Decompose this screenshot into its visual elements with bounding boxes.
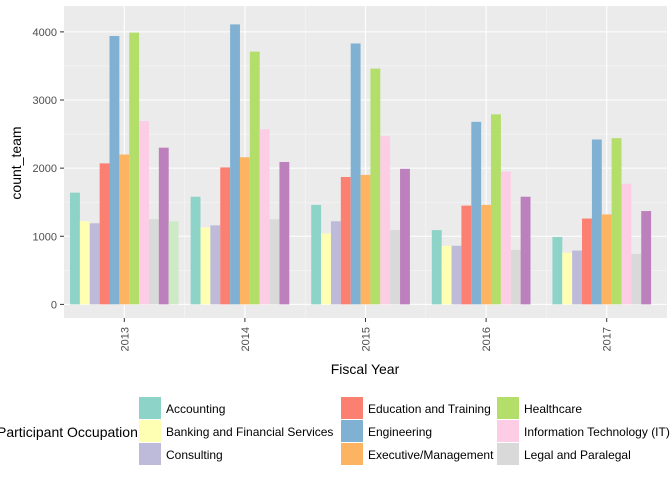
bar	[481, 204, 492, 305]
x-tick-label: 2017	[602, 327, 614, 351]
bar	[119, 154, 130, 305]
bar	[340, 176, 351, 305]
legend-key	[139, 420, 161, 442]
legend-key	[341, 443, 363, 465]
legend-label: Healthcare	[524, 402, 582, 416]
legend-key	[497, 443, 519, 465]
legend-key	[497, 397, 519, 419]
bar	[99, 163, 110, 305]
bar	[190, 196, 201, 305]
bar	[279, 162, 290, 305]
bar	[370, 68, 381, 305]
bar	[390, 230, 401, 305]
x-tick-label: 2014	[240, 327, 252, 351]
bar	[562, 252, 573, 305]
bar	[572, 250, 583, 305]
legend: Accounting Banking and Financial Services…	[139, 397, 670, 465]
legend-label: Education and Training	[368, 402, 491, 416]
bar	[380, 136, 391, 305]
legend-key	[139, 443, 161, 465]
x-axis-title: Fiscal Year	[331, 361, 400, 377]
bar	[89, 223, 100, 305]
bar	[158, 147, 169, 305]
x-tick-label: 2016	[481, 327, 493, 351]
bar	[631, 253, 642, 305]
bar	[311, 204, 322, 305]
bar	[441, 245, 452, 305]
legend-key	[341, 420, 363, 442]
bars	[70, 24, 652, 305]
bar	[520, 196, 531, 305]
bar	[200, 227, 211, 305]
bar	[621, 183, 632, 305]
bar	[350, 43, 361, 305]
bar	[471, 121, 482, 305]
y-tick-label: 1000	[33, 231, 57, 243]
bar	[611, 138, 622, 305]
legend-title: Participant Occupation	[0, 424, 138, 440]
bar	[582, 218, 592, 305]
bar	[330, 221, 341, 305]
bar	[500, 171, 511, 305]
bar	[79, 221, 90, 305]
bar	[148, 219, 159, 305]
bar	[168, 221, 179, 305]
bar	[321, 233, 331, 305]
legend-label: Accounting	[166, 402, 225, 416]
x-tick-label: 2013	[119, 327, 131, 351]
y-tick-label: 2000	[33, 163, 57, 175]
bar	[431, 230, 442, 305]
bar	[269, 219, 280, 305]
bar	[109, 35, 120, 305]
bar	[491, 114, 501, 305]
y-tick-label: 0	[51, 299, 57, 311]
bar	[259, 129, 270, 305]
bar	[400, 168, 410, 305]
legend-label: Consulting	[166, 448, 223, 462]
bar	[210, 225, 221, 305]
bar	[239, 157, 250, 305]
bar	[70, 192, 80, 305]
x-axis: 2013 2014 2015 2016 2017	[119, 318, 614, 351]
legend-label: Executive/Management	[368, 448, 494, 462]
bar	[139, 121, 149, 305]
legend-key	[497, 420, 519, 442]
bar	[461, 205, 472, 305]
bar	[510, 249, 521, 305]
y-tick-label: 3000	[33, 95, 57, 107]
bar	[129, 32, 140, 305]
bar	[451, 245, 462, 305]
bar	[552, 236, 563, 305]
bar	[360, 174, 371, 305]
legend-label: Engineering	[368, 425, 432, 439]
bar	[230, 24, 240, 305]
bar	[591, 139, 602, 305]
bar	[601, 214, 612, 305]
y-tick-label: 4000	[33, 27, 57, 39]
bar	[220, 167, 231, 305]
x-tick-label: 2015	[361, 327, 373, 351]
legend-label: Information Technology (IT)	[524, 425, 670, 439]
bar	[641, 211, 652, 305]
legend-label: Banking and Financial Services	[166, 425, 333, 439]
y-axis: 0 1000 2000 3000 4000	[33, 27, 64, 311]
y-axis-title: count_team	[8, 126, 24, 199]
legend-key	[341, 397, 363, 419]
legend-label: Legal and Paralegal	[524, 448, 631, 462]
legend-key	[139, 397, 161, 419]
bar	[249, 51, 260, 305]
